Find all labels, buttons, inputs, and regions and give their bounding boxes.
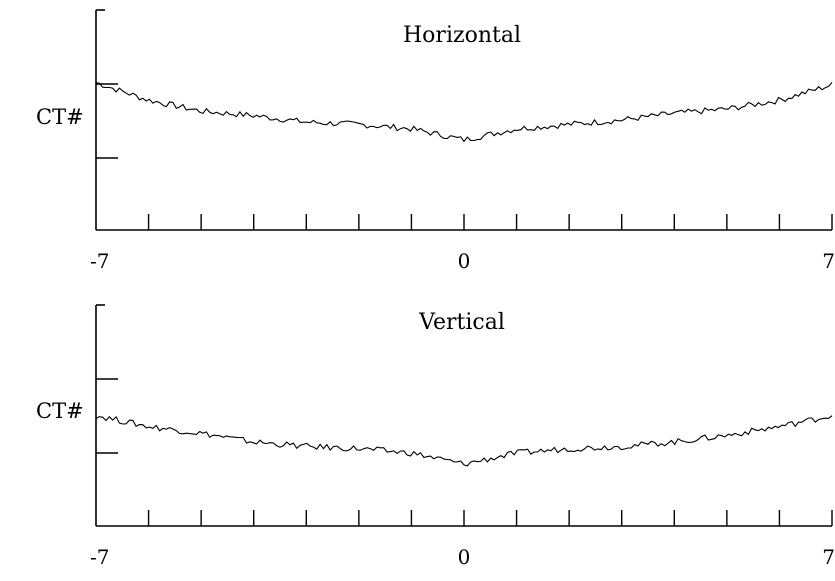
x-tick-label: 0: [458, 249, 471, 273]
chart-title: Vertical: [418, 310, 505, 335]
x-tick-label: 7: [822, 249, 835, 273]
chart-horizontal: Horizontal CT# -7 0 7: [36, 9, 835, 273]
chart-vertical: Vertical CT# -7 0 7: [36, 304, 835, 569]
x-tick-label: 7: [822, 545, 835, 569]
x-tick-label: 0: [458, 545, 471, 569]
x-tick-label: -7: [90, 249, 109, 273]
series-line: [95, 415, 833, 467]
series-line: [95, 82, 833, 143]
x-tick-label: -7: [90, 545, 109, 569]
y-axis-label: CT#: [36, 399, 84, 423]
chart-title: Horizontal: [403, 23, 521, 48]
y-axis-label: CT#: [36, 105, 84, 129]
